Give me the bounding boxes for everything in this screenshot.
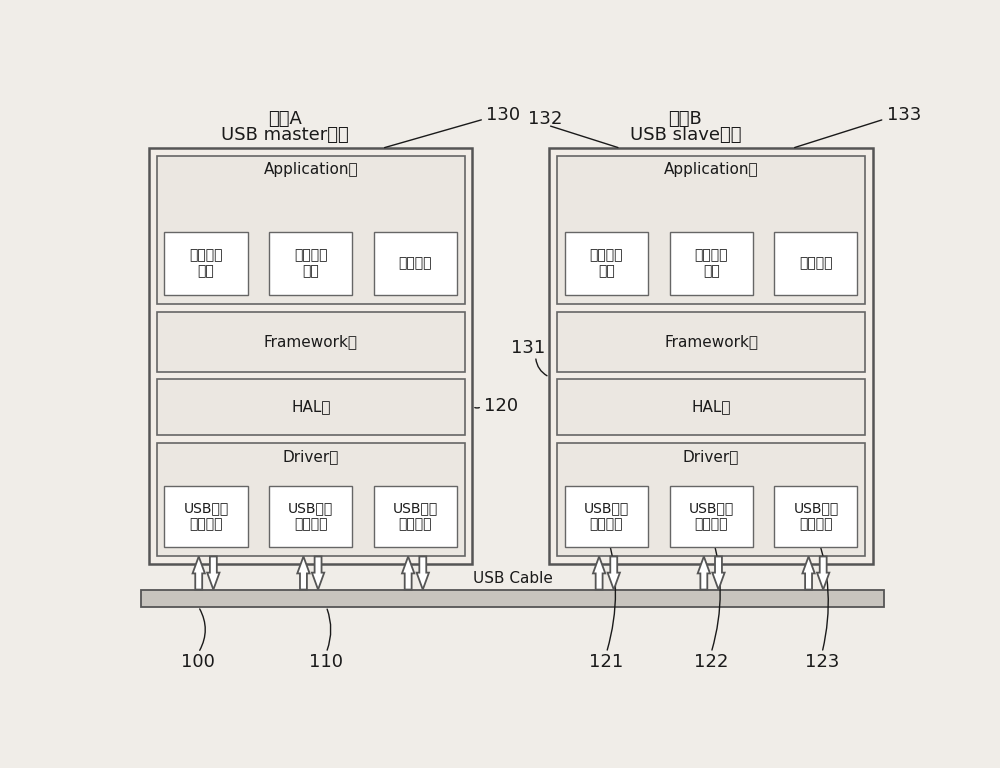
Bar bbox=[164, 231, 248, 295]
Bar bbox=[269, 231, 352, 295]
Text: 100: 100 bbox=[181, 653, 215, 671]
Bar bbox=[774, 485, 857, 548]
Polygon shape bbox=[193, 557, 205, 590]
Text: 123: 123 bbox=[805, 653, 839, 671]
Text: HAL层: HAL层 bbox=[291, 399, 331, 415]
Text: Framework层: Framework层 bbox=[264, 334, 358, 349]
Polygon shape bbox=[417, 557, 429, 590]
Polygon shape bbox=[608, 557, 620, 590]
Bar bbox=[157, 312, 465, 372]
Bar bbox=[374, 485, 457, 548]
Text: 文件传输
应用: 文件传输 应用 bbox=[590, 248, 623, 278]
Bar bbox=[670, 485, 753, 548]
Text: 130: 130 bbox=[486, 106, 520, 124]
Text: USB通讯
设备协议: USB通讯 设备协议 bbox=[288, 502, 333, 531]
Text: 121: 121 bbox=[589, 653, 624, 671]
Text: USB Cable: USB Cable bbox=[473, 571, 552, 585]
Bar bbox=[149, 148, 472, 564]
Text: USB人机
交互协议: USB人机 交互协议 bbox=[793, 502, 839, 531]
Bar bbox=[670, 231, 753, 295]
Polygon shape bbox=[402, 557, 414, 590]
Text: 122: 122 bbox=[694, 653, 728, 671]
Text: 手机A: 手机A bbox=[268, 110, 302, 128]
Text: USB通讯
设备协议: USB通讯 设备协议 bbox=[689, 502, 734, 531]
Text: Driver层: Driver层 bbox=[683, 449, 739, 464]
Text: HAL层: HAL层 bbox=[691, 399, 731, 415]
Polygon shape bbox=[698, 557, 710, 590]
Text: USB文件
传输协议: USB文件 传输协议 bbox=[584, 502, 629, 531]
Bar bbox=[157, 379, 465, 435]
Bar bbox=[774, 231, 857, 295]
Polygon shape bbox=[817, 557, 829, 590]
Bar bbox=[557, 442, 865, 557]
Text: USB人机
交互协议: USB人机 交互协议 bbox=[393, 502, 438, 531]
Polygon shape bbox=[312, 557, 324, 590]
Bar bbox=[141, 590, 884, 607]
Bar bbox=[269, 485, 352, 548]
Bar bbox=[565, 485, 648, 548]
Text: 其它应用: 其它应用 bbox=[799, 256, 833, 270]
Text: 配置共享
应用: 配置共享 应用 bbox=[294, 248, 328, 278]
Text: 手机B: 手机B bbox=[668, 110, 702, 128]
Bar bbox=[557, 379, 865, 435]
Polygon shape bbox=[207, 557, 220, 590]
Polygon shape bbox=[712, 557, 725, 590]
Text: Application层: Application层 bbox=[263, 162, 358, 177]
Bar bbox=[549, 148, 873, 564]
Text: USB slave模式: USB slave模式 bbox=[630, 125, 741, 144]
Text: 配置共享
应用: 配置共享 应用 bbox=[694, 248, 728, 278]
Text: 其它应用: 其它应用 bbox=[399, 256, 432, 270]
Bar bbox=[157, 156, 465, 304]
Bar bbox=[374, 231, 457, 295]
Bar bbox=[164, 485, 248, 548]
Text: 文件传输
应用: 文件传输 应用 bbox=[189, 248, 223, 278]
Bar bbox=[157, 442, 465, 557]
Text: 110: 110 bbox=[309, 653, 343, 671]
Text: USB master模式: USB master模式 bbox=[221, 125, 349, 144]
Polygon shape bbox=[802, 557, 815, 590]
Text: Framework层: Framework层 bbox=[664, 334, 758, 349]
Text: 120: 120 bbox=[484, 397, 518, 415]
Text: 131: 131 bbox=[511, 339, 545, 357]
Bar bbox=[557, 156, 865, 304]
Polygon shape bbox=[593, 557, 605, 590]
Polygon shape bbox=[297, 557, 310, 590]
Text: USB文件
传输协议: USB文件 传输协议 bbox=[183, 502, 229, 531]
Bar bbox=[565, 231, 648, 295]
Text: 132: 132 bbox=[528, 110, 563, 128]
Bar bbox=[557, 312, 865, 372]
Text: Driver层: Driver层 bbox=[283, 449, 339, 464]
Text: 133: 133 bbox=[887, 106, 921, 124]
Text: Application层: Application层 bbox=[664, 162, 758, 177]
